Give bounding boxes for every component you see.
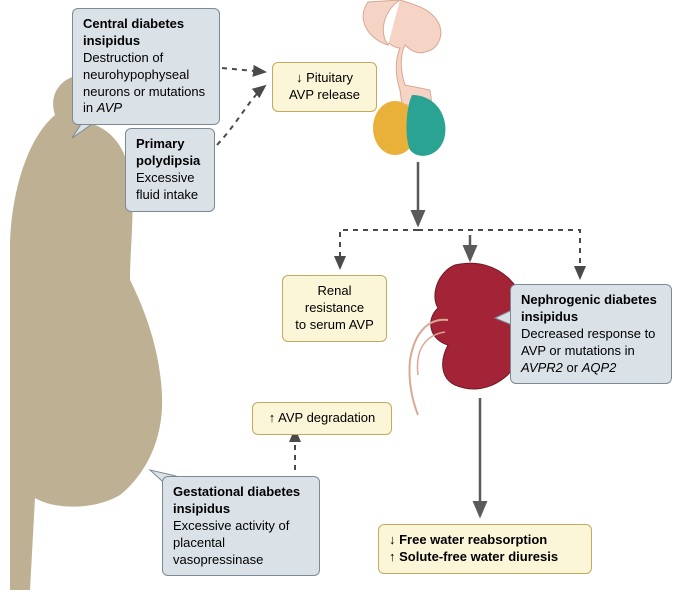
nephrogenic-body: Decreased response to AVP or mutations i… bbox=[521, 326, 655, 375]
avp-degradation-box: ↑ AVP degradation bbox=[252, 402, 392, 435]
renal-resistance-box: Renal resistance to serum AVP bbox=[282, 275, 387, 342]
primary-body: Excessive fluid intake bbox=[136, 170, 198, 202]
gestational-body: Excessive activity of placental vasopres… bbox=[173, 518, 289, 567]
pituitary-right-lobe bbox=[406, 95, 445, 156]
gestational-di-box: Gestational diabetes insipidus Excessive… bbox=[162, 476, 320, 576]
primary-polydipsia-box: Primary polydipsia Excessive fluid intak… bbox=[125, 128, 215, 212]
kidney-vessel bbox=[409, 320, 448, 415]
nephrogenic-di-box: Nephrogenic diabetes insipidus Decreased… bbox=[510, 284, 672, 384]
kidney-vessel2 bbox=[417, 332, 445, 375]
nephrogenic-title: Nephrogenic diabetes insipidus bbox=[521, 292, 657, 324]
outcome-box: ↓ Free water reabsorption ↑ Solute-free … bbox=[378, 524, 592, 574]
central-di-body: Destruction of neurohypophyseal neurons … bbox=[83, 50, 205, 116]
gestational-title: Gestational diabetes insipidus bbox=[173, 484, 300, 516]
pituitary-left-lobe bbox=[373, 101, 417, 155]
central-di-title: Central diabetes insipidus bbox=[83, 16, 184, 48]
primary-title: Primary polydipsia bbox=[136, 136, 200, 168]
central-di-box: Central diabetes insipidus Destruction o… bbox=[72, 8, 220, 125]
pituitary-release-box: ↓ Pituitary AVP release bbox=[272, 62, 377, 112]
